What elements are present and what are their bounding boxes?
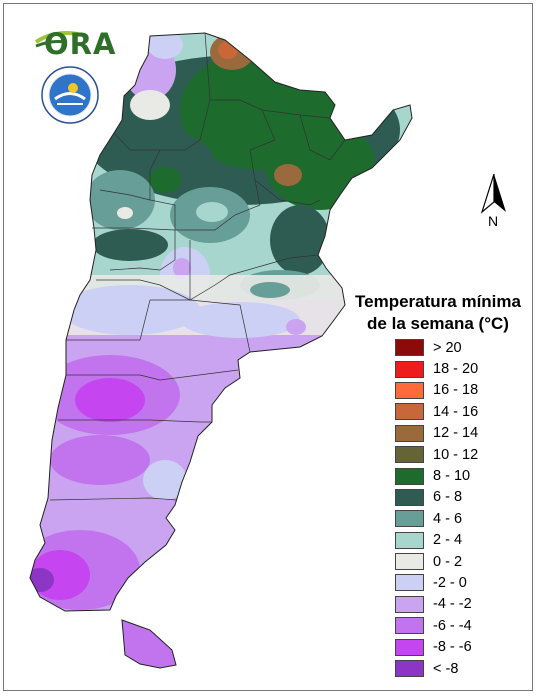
legend-item: -4 - -2 (395, 594, 505, 615)
north-label: N (488, 213, 499, 229)
legend-swatch (395, 424, 424, 442)
legend-item: 2 - 4 (395, 530, 505, 551)
north-arrow-icon (480, 173, 506, 214)
legend-swatch (395, 467, 424, 485)
legend-swatch (395, 553, 424, 571)
legend-swatch (395, 531, 424, 549)
legend-label: 18 - 20 (433, 361, 479, 378)
legend-label: 4 - 6 (433, 510, 463, 527)
legend-swatch (395, 574, 424, 592)
legend-title: Temperatura mínima de la semana (°C) (345, 291, 531, 335)
legend-label: 14 - 16 (433, 403, 479, 420)
legend-label: -4 - -2 (433, 596, 472, 613)
legend: > 20 18 - 20 16 - 18 14 - 16 12 - 14 10 … (395, 337, 505, 679)
legend-swatch (395, 360, 424, 378)
legend-swatch (395, 446, 424, 464)
legend-label: -8 - -6 (433, 639, 472, 656)
province-borders (49, 32, 346, 501)
legend-item: 14 - 16 (395, 401, 505, 422)
legend-swatch (395, 638, 424, 656)
legend-swatch (395, 381, 424, 399)
legend-item: 8 - 10 (395, 465, 505, 486)
legend-item: < -8 (395, 658, 505, 679)
legend-swatch (395, 660, 424, 678)
legend-item: -8 - -6 (395, 636, 505, 657)
legend-item: > 20 (395, 337, 505, 358)
legend-label: 0 - 2 (433, 553, 463, 570)
legend-label: < -8 (433, 660, 459, 677)
legend-title-line-2: de la semana (°C) (367, 314, 509, 333)
legend-swatch (395, 510, 424, 528)
legend-swatch (395, 403, 424, 421)
legend-label: -2 - 0 (433, 574, 467, 591)
legend-swatch (395, 617, 424, 635)
legend-swatch (395, 488, 424, 506)
legend-item: 16 - 18 (395, 380, 505, 401)
legend-item: 12 - 14 (395, 423, 505, 444)
country-outline (29, 32, 413, 669)
legend-item: 4 - 6 (395, 508, 505, 529)
legend-swatch (395, 339, 424, 357)
legend-swatch (395, 595, 424, 613)
legend-item: 6 - 8 (395, 487, 505, 508)
meteorological-service-seal-icon (41, 66, 99, 124)
legend-item: 10 - 12 (395, 444, 505, 465)
legend-label: 2 - 4 (433, 532, 463, 549)
legend-label: 16 - 18 (433, 382, 479, 399)
legend-title-line-1: Temperatura mínima (355, 292, 521, 311)
legend-label: 10 - 12 (433, 446, 479, 463)
legend-label: 6 - 8 (433, 489, 463, 506)
legend-label: > 20 (433, 339, 462, 356)
legend-item: 18 - 20 (395, 358, 505, 379)
legend-item: 0 - 2 (395, 551, 505, 572)
ora-logo-icon (34, 31, 79, 48)
legend-label: 12 - 14 (433, 425, 479, 442)
legend-label: 8 - 10 (433, 468, 471, 485)
ora-logo-text: ORA (44, 27, 117, 61)
legend-item: -2 - 0 (395, 572, 505, 593)
legend-item: -6 - -4 (395, 615, 505, 636)
legend-label: -6 - -4 (433, 617, 472, 634)
